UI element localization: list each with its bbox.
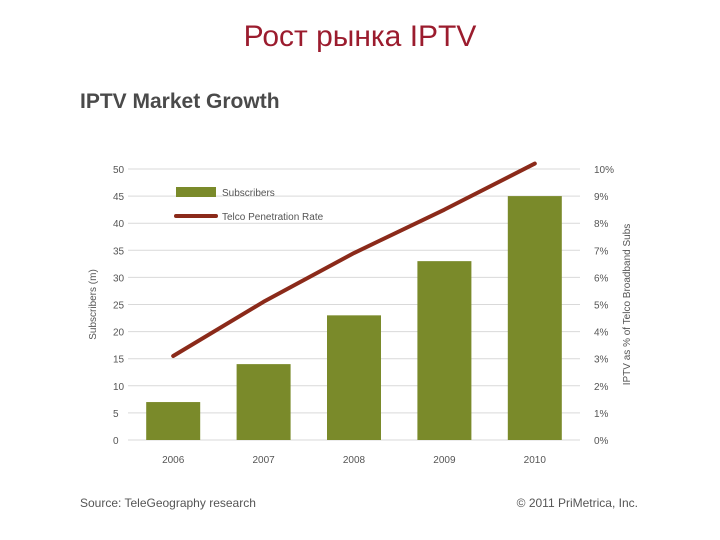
bar-2010: [507, 196, 562, 440]
copyright-note: © 2011 PriMetrica, Inc.: [516, 496, 638, 510]
y2-tick-label: 10%: [594, 165, 614, 176]
bar-2009: [417, 261, 472, 440]
y-tick-label: 20: [113, 328, 125, 339]
source-note: Source: TeleGeography research: [80, 496, 256, 510]
y-tick-label: 40: [113, 219, 125, 230]
y2-tick-label: 2%: [594, 382, 609, 393]
x-tick-label: 2008: [343, 455, 366, 466]
y2-tick-label: 0%: [594, 436, 609, 447]
y-tick-label: 45: [113, 192, 125, 203]
legend-swatch-subscribers: [176, 187, 216, 197]
penetration-rate-line: [171, 161, 537, 358]
chart-title: IPTV Market Growth: [80, 90, 280, 113]
y-tick-label: 30: [113, 273, 125, 284]
y2-tick-label: 4%: [594, 328, 609, 339]
bar-2007: [236, 364, 291, 440]
y-tick-label: 35: [113, 246, 125, 257]
legend-label-subscribers: Subscribers: [222, 188, 275, 199]
y-tick-label: 5: [113, 409, 119, 420]
y-tick-label: 0: [113, 436, 119, 447]
y-tick-label: 15: [113, 355, 125, 366]
y2-tick-label: 6%: [594, 273, 609, 284]
x-tick-label: 2010: [524, 455, 547, 466]
y2-tick-label: 5%: [594, 301, 609, 312]
y-tick-label: 50: [113, 165, 125, 176]
y-axis-label: Subscribers (m): [88, 269, 99, 340]
bar-2008: [327, 315, 381, 440]
x-tick-label: 2009: [433, 455, 456, 466]
slide-title: Рост рынка IPTV: [243, 20, 477, 53]
y-tick-label: 10: [113, 382, 125, 393]
y2-tick-label: 7%: [594, 246, 609, 257]
y-tick-label: 25: [113, 301, 125, 312]
x-tick-label: 2006: [162, 455, 185, 466]
bar-2006: [146, 402, 201, 440]
y2-tick-label: 3%: [594, 355, 609, 366]
y2-tick-label: 8%: [594, 219, 609, 230]
legend-label-penetration: Telco Penetration Rate: [222, 212, 324, 223]
y2-axis-label: IPTV as % of Telco Broadband Subs: [622, 224, 633, 386]
y2-tick-label: 1%: [594, 409, 609, 420]
y2-tick-label: 9%: [594, 192, 609, 203]
x-tick-label: 2007: [252, 455, 275, 466]
